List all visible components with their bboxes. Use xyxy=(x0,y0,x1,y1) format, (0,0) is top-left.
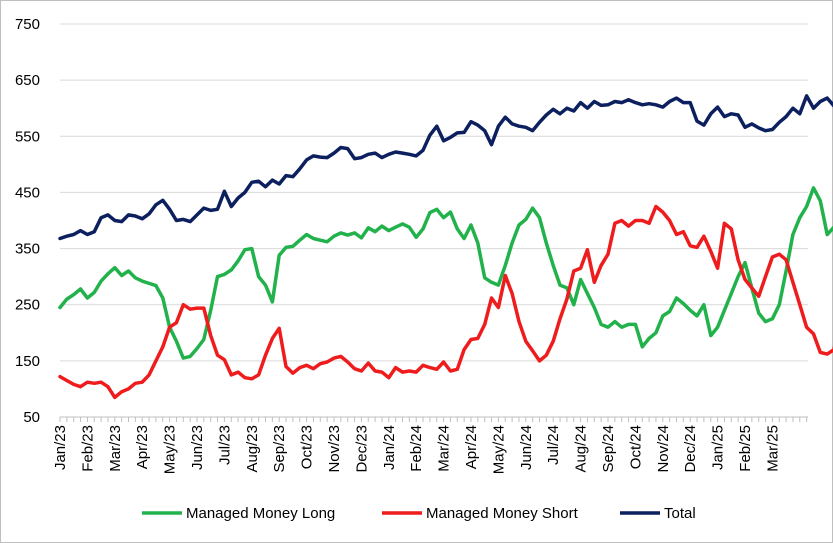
legend: Managed Money Long Managed Money Short Tot… xyxy=(142,505,696,522)
x-tick-label: Sep/23 xyxy=(271,425,288,473)
y-tick-label: 650 xyxy=(15,72,40,89)
x-tick-label: Jul/23 xyxy=(216,425,233,465)
x-tick-label: Feb/24 xyxy=(408,425,425,472)
legend-label-1: Managed Money Short xyxy=(426,505,579,522)
x-tick-label: Jan/25 xyxy=(710,425,727,470)
series-lines xyxy=(58,94,833,400)
x-tick-label: Mar/23 xyxy=(107,425,124,472)
x-tick-label: Oct/23 xyxy=(299,425,316,469)
x-tick-label: Jun/23 xyxy=(189,425,206,470)
x-axis: Jan/23 Feb/23 Mar/23 Apr/23 May/23 Jun/23 Jul/… xyxy=(52,416,808,474)
x-tick-label: May/23 xyxy=(162,425,179,474)
x-tick-label: Mar/25 xyxy=(764,425,781,472)
y-tick-label: 750 xyxy=(15,16,40,33)
y-tick-label: 250 xyxy=(15,297,40,314)
y-axis-ticks: 50 150 250 350 450 550 650 750 xyxy=(15,16,40,426)
x-tick-label: Aug/23 xyxy=(244,425,261,473)
x-tick-label: May/24 xyxy=(490,425,507,474)
legend-label-2: Total xyxy=(664,505,696,522)
y-tick-label: 50 xyxy=(23,409,40,426)
x-tick-label: Mar/24 xyxy=(436,425,453,472)
gridlines xyxy=(60,23,808,362)
series-line-0 xyxy=(58,186,833,360)
x-tick-label: Nov/23 xyxy=(326,425,343,473)
series-line-2 xyxy=(58,94,833,241)
x-tick-label: Apr/23 xyxy=(134,425,151,469)
x-tick-label: Feb/23 xyxy=(79,425,96,472)
y-tick-label: 550 xyxy=(15,128,40,145)
x-tick-label: Jan/24 xyxy=(381,425,398,470)
x-tick-label: Dec/24 xyxy=(682,425,699,473)
y-tick-label: 150 xyxy=(15,353,40,370)
x-tick-label: Jun/24 xyxy=(518,425,535,470)
y-tick-label: 450 xyxy=(15,184,40,201)
x-tick-label: Feb/25 xyxy=(737,425,754,472)
x-tick-label: Apr/24 xyxy=(463,425,480,469)
x-tick-label: Sep/24 xyxy=(600,425,617,473)
x-tick-label: Oct/24 xyxy=(627,425,644,469)
series-line-1 xyxy=(58,204,833,400)
x-tick-label: Nov/24 xyxy=(655,425,672,473)
legend-label-0: Managed Money Long xyxy=(186,505,335,522)
x-tick-label: Dec/23 xyxy=(353,425,370,473)
x-tick-label: Jul/24 xyxy=(545,425,562,465)
x-tick-label: Jan/23 xyxy=(52,425,69,470)
x-tick-label: Aug/24 xyxy=(573,425,590,473)
y-tick-label: 350 xyxy=(15,241,40,258)
